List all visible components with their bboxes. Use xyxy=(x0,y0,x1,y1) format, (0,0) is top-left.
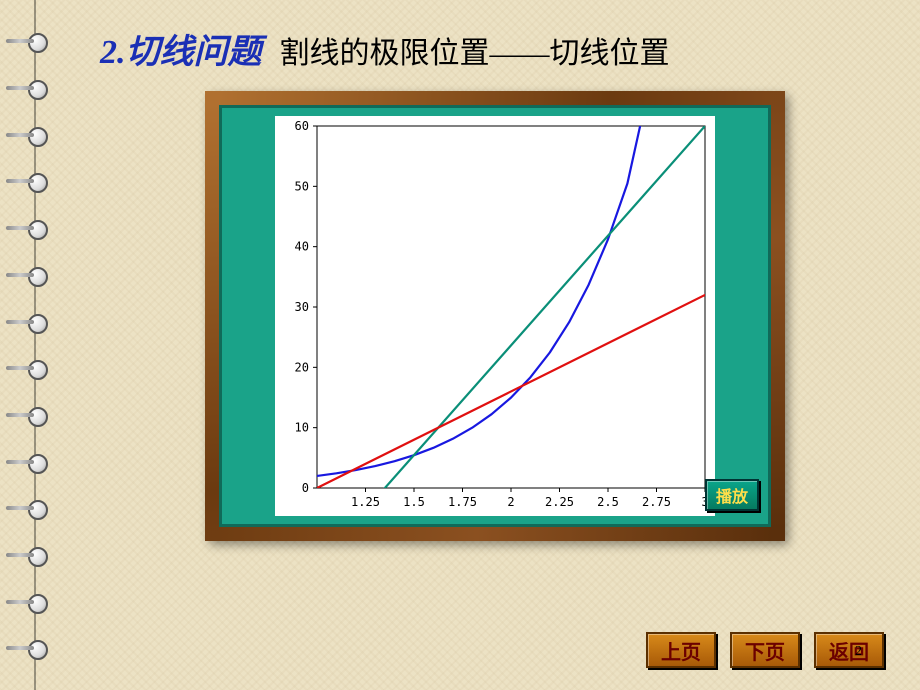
play-button-label: 播放 xyxy=(716,483,748,507)
title-main: 2.切线问题 xyxy=(100,24,262,73)
svg-text:50: 50 xyxy=(295,179,309,193)
back-button[interactable]: 返回 xyxy=(814,632,884,668)
chart-svg: 01020304050601.251.51.7522.252.52.753 xyxy=(275,116,715,516)
chart-container: 01020304050601.251.51.7522.252.52.753 xyxy=(275,116,715,516)
svg-text:2.25: 2.25 xyxy=(545,495,574,509)
svg-text:2.75: 2.75 xyxy=(642,495,671,509)
title-subtitle: 割线的极限位置——切线位置 xyxy=(280,28,670,72)
prev-button[interactable]: 上页 xyxy=(646,632,716,668)
svg-text:1.25: 1.25 xyxy=(351,495,380,509)
slide-content: 2.切线问题 割线的极限位置——切线位置 0 10 20 30 40 50 60 1.25 1.… xyxy=(60,0,920,690)
back-button-label: 返回 xyxy=(829,636,869,665)
spiral-ring xyxy=(0,25,60,57)
svg-text:1.75: 1.75 xyxy=(448,495,477,509)
spiral-ring xyxy=(0,446,60,478)
spiral-ring xyxy=(0,399,60,431)
next-button[interactable]: 下页 xyxy=(730,632,800,668)
svg-text:60: 60 xyxy=(295,119,309,133)
spiral-ring xyxy=(0,492,60,524)
spiral-ring xyxy=(0,306,60,338)
svg-text:10: 10 xyxy=(295,421,309,435)
spiral-ring xyxy=(0,259,60,291)
chalkboard-frame: 01020304050601.251.51.7522.252.52.753 播放 xyxy=(205,91,785,541)
nav-row: 上页 下页 返回 xyxy=(646,632,884,668)
svg-text:20: 20 xyxy=(295,360,309,374)
slide-background: 2.切线问题 割线的极限位置——切线位置 0 10 20 30 40 50 60 1.25 1.… xyxy=(0,0,920,690)
spiral-ring xyxy=(0,352,60,384)
svg-text:30: 30 xyxy=(295,300,309,314)
title-row: 2.切线问题 割线的极限位置——切线位置 xyxy=(100,24,890,73)
spiral-ring xyxy=(0,119,60,151)
prev-button-label: 上页 xyxy=(661,636,701,665)
spiral-ring xyxy=(0,632,60,664)
svg-text:2.5: 2.5 xyxy=(597,495,619,509)
spiral-binding xyxy=(0,0,60,690)
svg-text:0: 0 xyxy=(302,481,309,495)
spiral-ring xyxy=(0,539,60,571)
spiral-ring xyxy=(0,586,60,618)
next-button-label: 下页 xyxy=(745,636,785,665)
spiral-ring xyxy=(0,72,60,104)
svg-text:1.5: 1.5 xyxy=(403,495,425,509)
svg-text:40: 40 xyxy=(295,240,309,254)
play-button[interactable]: 播放 xyxy=(705,479,759,511)
spiral-ring xyxy=(0,212,60,244)
page-number: 2 xyxy=(855,644,862,660)
spiral-ring xyxy=(0,165,60,197)
svg-text:2: 2 xyxy=(507,495,514,509)
